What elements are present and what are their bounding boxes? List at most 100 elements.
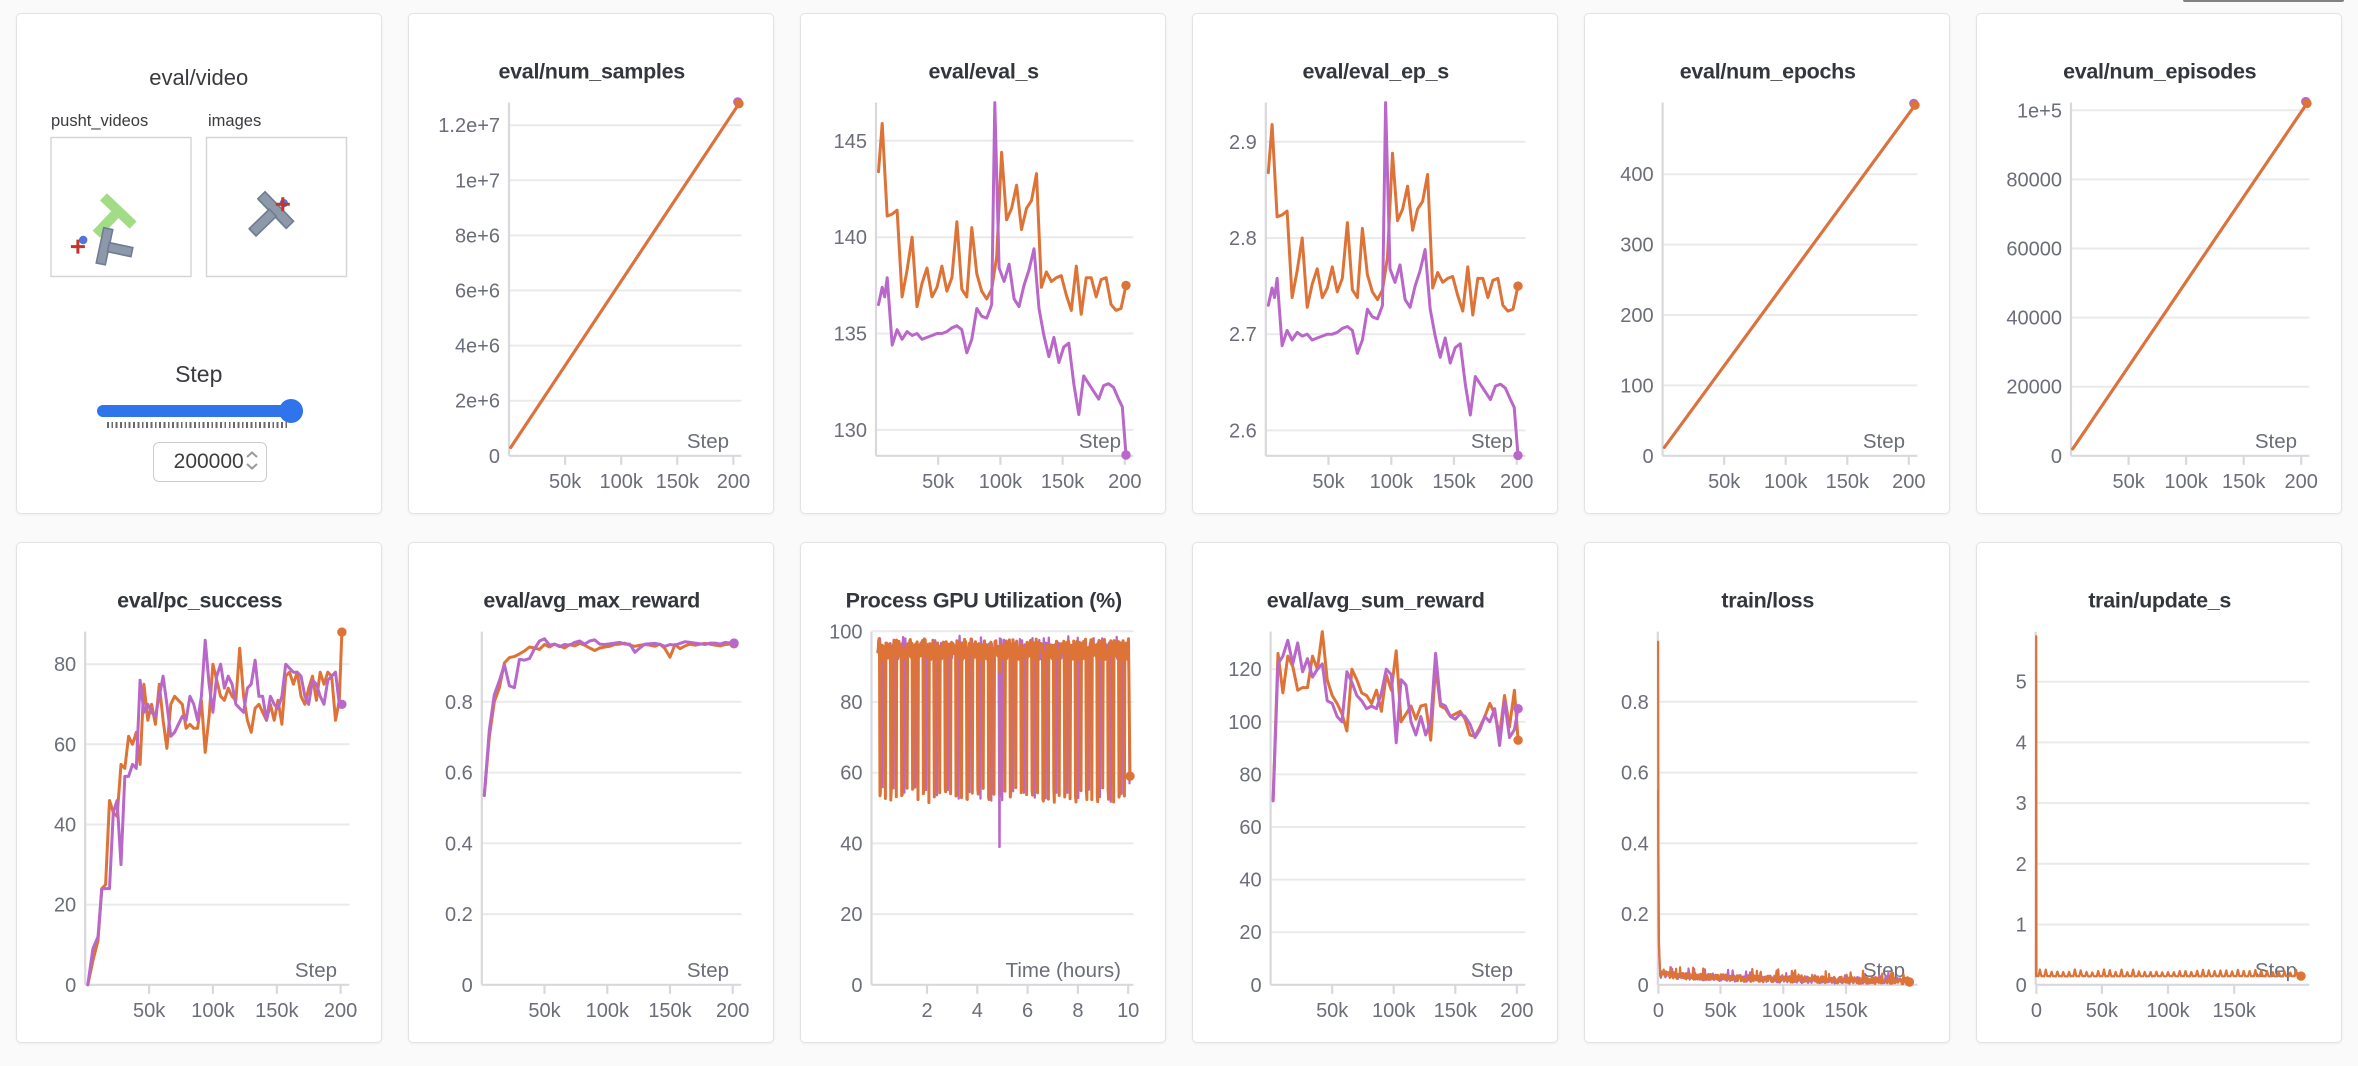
- svg-text:eval/avg_max_reward: eval/avg_max_reward: [483, 588, 700, 612]
- svg-text:eval/num_epochs: eval/num_epochs: [1680, 60, 1856, 84]
- svg-text:eval/num_samples: eval/num_samples: [498, 60, 685, 84]
- svg-text:3: 3: [2016, 793, 2027, 815]
- svg-text:130: 130: [834, 420, 867, 442]
- svg-text:0: 0: [2016, 975, 2027, 997]
- svg-text:Step: Step: [1471, 430, 1513, 453]
- svg-text:4: 4: [972, 1000, 983, 1022]
- svg-text:100k: 100k: [979, 471, 1023, 493]
- svg-text:60: 60: [840, 762, 862, 784]
- svg-text:eval/eval_s: eval/eval_s: [929, 60, 1040, 84]
- svg-text:4: 4: [2016, 732, 2027, 754]
- svg-text:50k: 50k: [1708, 471, 1741, 493]
- svg-text:50k: 50k: [528, 1000, 561, 1022]
- svg-text:Step: Step: [1471, 959, 1513, 982]
- svg-text:100k: 100k: [191, 1000, 235, 1022]
- svg-text:1.2e+7: 1.2e+7: [438, 115, 500, 137]
- svg-text:8: 8: [1072, 1000, 1083, 1022]
- svg-text:100k: 100k: [586, 1000, 630, 1022]
- svg-text:150k: 150k: [1824, 1000, 1868, 1022]
- svg-text:Time (hours): Time (hours): [1006, 959, 1121, 982]
- svg-text:135: 135: [834, 324, 867, 346]
- svg-text:80000: 80000: [2006, 169, 2062, 191]
- svg-text:200: 200: [1620, 305, 1653, 327]
- svg-text:100k: 100k: [1370, 471, 1414, 493]
- svg-text:10: 10: [1117, 1000, 1139, 1022]
- svg-text:200: 200: [1500, 471, 1533, 493]
- svg-text:150k: 150k: [255, 1000, 299, 1022]
- svg-text:0: 0: [2051, 446, 2062, 468]
- svg-text:0: 0: [1653, 1000, 1664, 1022]
- svg-text:150k: 150k: [2213, 1000, 2257, 1022]
- svg-text:80: 80: [840, 692, 862, 714]
- svg-text:140: 140: [834, 227, 867, 249]
- svg-text:1: 1: [2016, 914, 2027, 936]
- svg-text:40: 40: [840, 833, 862, 855]
- svg-text:150k: 150k: [2222, 471, 2266, 493]
- svg-text:200: 200: [1500, 1000, 1533, 1022]
- svg-text:eval/pc_success: eval/pc_success: [117, 588, 283, 612]
- svg-text:0: 0: [851, 974, 862, 996]
- svg-text:0: 0: [1250, 974, 1261, 996]
- svg-text:6e+6: 6e+6: [455, 281, 500, 303]
- svg-text:50k: 50k: [133, 1000, 166, 1022]
- svg-text:20000: 20000: [2006, 377, 2062, 399]
- svg-text:train/loss: train/loss: [1721, 588, 1814, 612]
- svg-text:Step: Step: [1079, 430, 1121, 453]
- svg-text:50k: 50k: [2112, 471, 2145, 493]
- svg-text:80: 80: [1239, 764, 1261, 786]
- svg-text:50k: 50k: [2086, 1000, 2119, 1022]
- svg-text:60: 60: [1239, 817, 1261, 839]
- svg-text:6: 6: [1022, 1000, 1033, 1022]
- svg-text:2.9: 2.9: [1229, 132, 1257, 154]
- svg-text:train/update_s: train/update_s: [2088, 588, 2231, 612]
- svg-text:0: 0: [65, 974, 76, 996]
- svg-text:150k: 150k: [1434, 1000, 1478, 1022]
- svg-text:200: 200: [2285, 471, 2318, 493]
- svg-text:100k: 100k: [1764, 471, 1808, 493]
- svg-text:20: 20: [1239, 922, 1261, 944]
- svg-text:100k: 100k: [2146, 1000, 2190, 1022]
- svg-text:0.8: 0.8: [445, 691, 473, 713]
- svg-text:145: 145: [834, 131, 867, 153]
- svg-text:Process GPU Utilization (%): Process GPU Utilization (%): [846, 588, 1122, 612]
- svg-text:0: 0: [1642, 446, 1653, 468]
- svg-text:2: 2: [2016, 853, 2027, 875]
- svg-text:5: 5: [2016, 671, 2027, 693]
- svg-text:50k: 50k: [922, 471, 955, 493]
- svg-text:100: 100: [829, 621, 862, 643]
- svg-text:0.4: 0.4: [1621, 833, 1649, 855]
- svg-text:100k: 100k: [2164, 471, 2208, 493]
- svg-text:100: 100: [1228, 711, 1261, 733]
- svg-text:2: 2: [921, 1000, 932, 1022]
- svg-text:200: 200: [1108, 471, 1141, 493]
- svg-text:120: 120: [1228, 659, 1261, 681]
- svg-text:80: 80: [54, 654, 76, 676]
- svg-text:0.2: 0.2: [445, 904, 473, 926]
- svg-text:40000: 40000: [2006, 308, 2062, 330]
- svg-text:40: 40: [1239, 869, 1261, 891]
- svg-text:100k: 100k: [1372, 1000, 1416, 1022]
- svg-text:100k: 100k: [1762, 1000, 1806, 1022]
- svg-text:2e+6: 2e+6: [455, 391, 500, 413]
- svg-text:0: 0: [462, 974, 473, 996]
- svg-text:400: 400: [1620, 164, 1653, 186]
- svg-text:150k: 150k: [1432, 471, 1476, 493]
- svg-text:4e+6: 4e+6: [455, 336, 500, 358]
- svg-text:eval/num_episodes: eval/num_episodes: [2063, 60, 2257, 84]
- svg-text:150k: 150k: [656, 471, 700, 493]
- svg-text:0: 0: [2031, 1000, 2042, 1022]
- svg-text:eval/eval_ep_s: eval/eval_ep_s: [1302, 60, 1449, 84]
- svg-text:150k: 150k: [648, 1000, 692, 1022]
- svg-text:0.6: 0.6: [1621, 762, 1649, 784]
- svg-text:60: 60: [54, 734, 76, 756]
- svg-text:50k: 50k: [1312, 471, 1345, 493]
- svg-text:0.2: 0.2: [1621, 904, 1649, 926]
- svg-text:150k: 150k: [1826, 471, 1870, 493]
- svg-text:8e+6: 8e+6: [455, 225, 500, 247]
- svg-text:2.7: 2.7: [1229, 324, 1257, 346]
- svg-text:0.4: 0.4: [445, 833, 473, 855]
- svg-text:Step: Step: [2255, 430, 2297, 453]
- svg-text:0.8: 0.8: [1621, 691, 1649, 713]
- svg-text:150k: 150k: [1041, 471, 1085, 493]
- svg-text:0: 0: [489, 446, 500, 468]
